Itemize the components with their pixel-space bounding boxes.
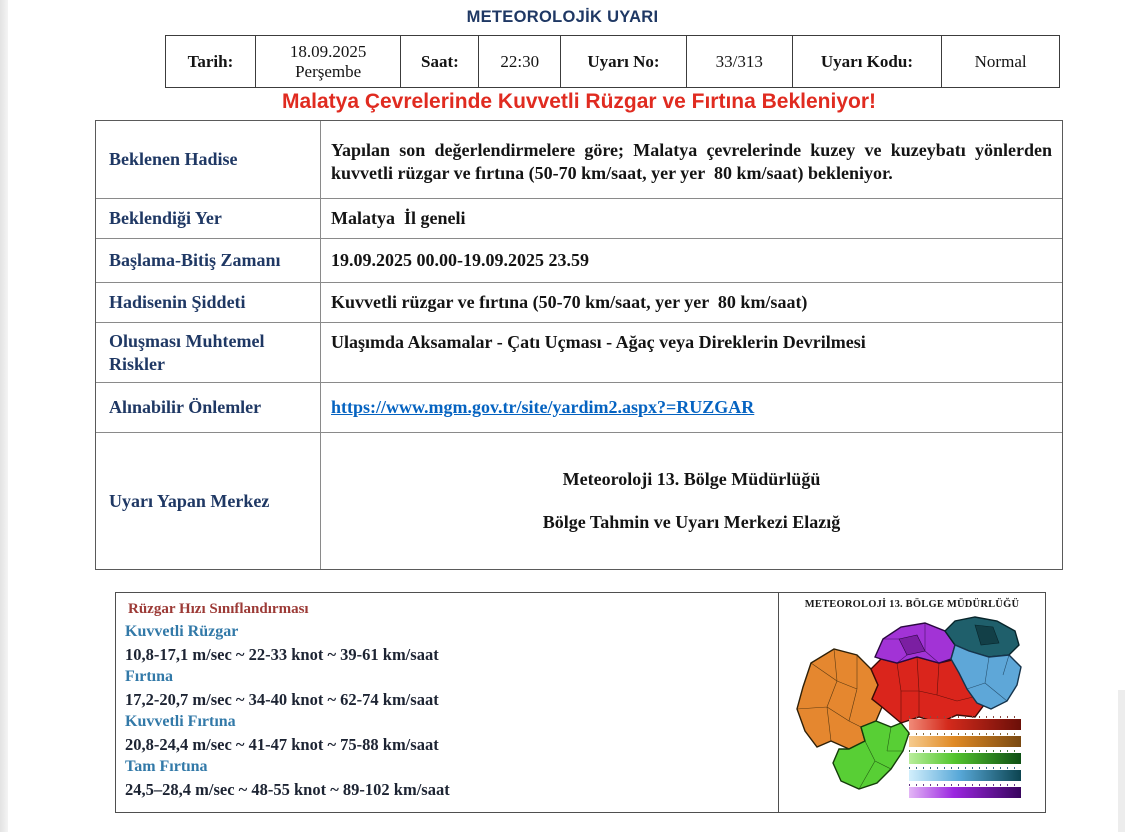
table-row: Başlama-Bitiş Zamanı 19.09.2025 00.00-19…: [96, 238, 1062, 282]
row-value-start-end-time: 19.09.2025 00.00-19.09.2025 23.59: [331, 249, 589, 270]
wind-class-range: 24,5–28,4 m/sec ~ 48-55 knot ~ 89-102 km…: [125, 780, 450, 799]
wind-class-range: 17,2-20,7 m/sec ~ 34-40 knot ~ 62-74 km/…: [125, 690, 439, 709]
wind-class-name: Kuvvetli Fırtına: [125, 713, 236, 730]
region-map-image: [796, 616, 1022, 798]
warning-no-value: 33/313: [687, 36, 793, 87]
warning-code-label: Uyarı Kodu:: [793, 36, 943, 87]
wind-class-name: Fırtına: [125, 668, 173, 685]
header-meta-table: Tarih: 18.09.2025 Perşembe Saat: 22:30 U…: [165, 35, 1060, 88]
table-row: Oluşması Muhtemel Riskler Ulaşımda Aksam…: [96, 322, 1062, 382]
warning-code-value: Normal: [974, 51, 1027, 71]
wind-class-name: Kuvvetli Rüzgar: [125, 623, 239, 640]
row-value-possible-risks: Ulaşımda Aksamalar - Çatı Uçması - Ağaç …: [331, 332, 866, 352]
row-value-expected-event: Yapılan son değerlendirmelere göre; Mala…: [331, 139, 1057, 183]
row-label-expected-event: Beklenen Hadise: [96, 121, 321, 198]
wind-classification-title: Rüzgar Hızı Sınıflandırması: [128, 601, 309, 617]
issuing-center-line1: Meteoroloji 13. Bölge Müdürlüğü: [562, 468, 821, 489]
row-value-event-severity: Kuvvetli rüzgar ve fırtına (50-70 km/saa…: [331, 291, 808, 312]
alert-heading: Malatya Çevrelerinde Kuvvetli Rüzgar ve …: [281, 90, 877, 113]
warning-detail-table: Beklenen Hadise Yapılan son değerlendirm…: [95, 120, 1063, 570]
table-row: Beklenen Hadise Yapılan son değerlendirm…: [96, 121, 1062, 198]
table-row: Hadisenin Şiddeti Kuvvetli rüzgar ve fır…: [96, 282, 1062, 322]
time-value: 22:30: [479, 36, 562, 87]
issuing-center-line2: Bölge Tahmin ve Uyarı Merkezi Elazığ: [542, 512, 841, 532]
row-label-precautions: Alınabilir Önlemler: [96, 383, 321, 432]
wind-class-name: Tam Fırtına: [125, 758, 208, 775]
warning-no-label: Uyarı No:: [561, 36, 687, 87]
row-label-possible-risks: Oluşması Muhtemel Riskler: [96, 323, 321, 382]
page-edge-left: [0, 0, 8, 832]
row-label-expected-place: Beklendiği Yer: [96, 199, 321, 238]
region-map-title: METEOROLOJİ 13. BÖLGE MÜDÜRLÜĞÜ: [804, 599, 1020, 610]
bottom-section: Rüzgar Hızı Sınıflandırması Kuvvetli Rüz…: [115, 592, 1046, 813]
row-label-start-end-time: Başlama-Bitiş Zamanı: [96, 239, 321, 282]
map-region-teal-dark: [974, 624, 1000, 646]
table-row: Beklendiği Yer Malatya İl geneli: [96, 198, 1062, 238]
row-value-expected-place: Malatya İl geneli: [331, 207, 466, 228]
wind-class-range: 20,8-24,4 m/sec ~ 41-47 knot ~ 75-88 km/…: [125, 735, 439, 754]
page-title: METEOROLOJİK UYARI: [466, 8, 659, 26]
time-label: Saat:: [401, 36, 480, 87]
table-row: Alınabilir Önlemler https://www.mgm.gov.…: [96, 382, 1062, 432]
row-label-event-severity: Hadisenin Şiddeti: [96, 283, 321, 322]
page-edge-right: [1118, 690, 1125, 832]
map-legend-bars: [909, 716, 1021, 798]
precautions-link[interactable]: https://www.mgm.gov.tr/site/yardim2.aspx…: [331, 396, 755, 417]
date-value: 18.09.2025 Perşembe: [256, 36, 402, 87]
date-label: Tarih:: [166, 36, 256, 87]
wind-speed-classification: Rüzgar Hızı Sınıflandırması Kuvvetli Rüz…: [116, 593, 779, 812]
wind-class-range: 10,8-17,1 m/sec ~ 22-33 knot ~ 39-61 km/…: [125, 645, 439, 664]
map-region-green: [832, 720, 910, 790]
region-map-panel: METEOROLOJİ 13. BÖLGE MÜDÜRLÜĞÜ: [779, 593, 1045, 812]
row-label-issuing-center: Uyarı Yapan Merkez: [96, 433, 321, 569]
table-row: Uyarı Yapan Merkez Meteoroloji 13. Bölge…: [96, 432, 1062, 569]
